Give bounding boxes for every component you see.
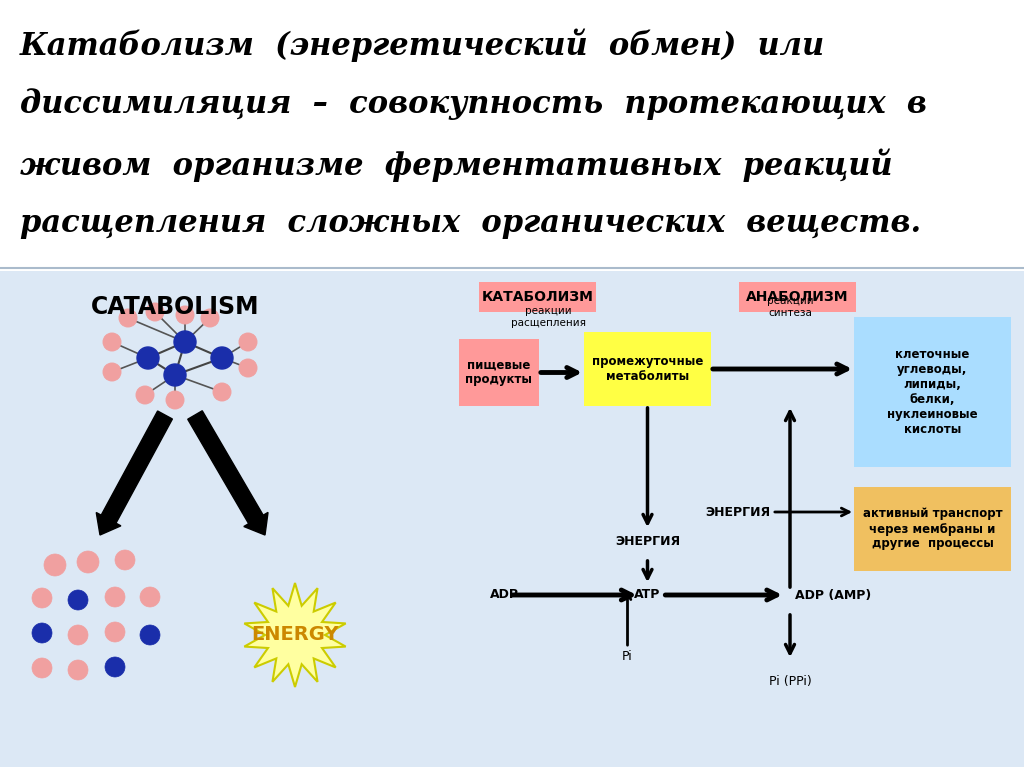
Circle shape — [140, 625, 160, 645]
Circle shape — [32, 588, 52, 608]
Circle shape — [103, 363, 121, 381]
Text: ADP (AMP): ADP (AMP) — [795, 588, 871, 601]
Circle shape — [213, 383, 231, 401]
Text: диссимиляция  –  совокупность  протекающих  в: диссимиляция – совокупность протекающих … — [20, 88, 927, 120]
Circle shape — [164, 364, 186, 386]
FancyBboxPatch shape — [584, 332, 711, 406]
Text: пищевые
продукты: пищевые продукты — [466, 358, 532, 387]
Circle shape — [146, 303, 164, 321]
Text: активный транспорт
через мембраны и
другие  процессы: активный транспорт через мембраны и друг… — [862, 508, 1002, 551]
FancyBboxPatch shape — [854, 487, 1011, 571]
Circle shape — [105, 587, 125, 607]
Text: живом  организме  ферментативных  реакций: живом организме ферментативных реакций — [20, 148, 893, 182]
Text: реакции
расщепления: реакции расщепления — [511, 306, 586, 328]
Text: ENERGY: ENERGY — [251, 626, 339, 644]
Text: Катаболизм  (энергетический  обмен)  или: Катаболизм (энергетический обмен) или — [20, 28, 825, 61]
Text: клеточные
углеводы,
липиды,
белки,
нуклеиновые
кислоты: клеточные углеводы, липиды, белки, нукле… — [887, 348, 978, 436]
Circle shape — [239, 333, 257, 351]
Text: промежуточные
метаболиты: промежуточные метаболиты — [592, 355, 703, 383]
Text: АНАБОЛИЗМ: АНАБОЛИЗМ — [746, 290, 849, 304]
Circle shape — [137, 347, 159, 369]
Circle shape — [136, 386, 154, 404]
Circle shape — [103, 333, 121, 351]
Text: реакции
синтеза: реакции синтеза — [767, 296, 813, 318]
Text: ADP: ADP — [490, 588, 519, 601]
Text: Pi (PPi): Pi (PPi) — [769, 675, 811, 688]
Circle shape — [119, 309, 137, 327]
Bar — [0, 271, 1024, 767]
Text: CATABOLISM: CATABOLISM — [91, 295, 259, 319]
Polygon shape — [187, 411, 268, 535]
Circle shape — [105, 657, 125, 677]
Circle shape — [44, 554, 66, 576]
Circle shape — [201, 309, 219, 327]
Circle shape — [68, 625, 88, 645]
Circle shape — [174, 331, 196, 353]
Circle shape — [68, 660, 88, 680]
Text: ATP: ATP — [634, 588, 660, 601]
Circle shape — [176, 306, 194, 324]
Polygon shape — [96, 411, 172, 535]
Text: Pi: Pi — [623, 650, 633, 663]
FancyBboxPatch shape — [479, 282, 596, 312]
Circle shape — [32, 623, 52, 643]
Text: ЭНЕРГИЯ: ЭНЕРГИЯ — [705, 505, 770, 518]
Circle shape — [77, 551, 99, 573]
Text: ЭНЕРГИЯ: ЭНЕРГИЯ — [615, 535, 680, 548]
Circle shape — [115, 550, 135, 570]
Circle shape — [211, 347, 233, 369]
Circle shape — [166, 391, 184, 409]
Text: КАТАБОЛИЗМ: КАТАБОЛИЗМ — [481, 290, 594, 304]
Text: расщепления  сложных  органических  веществ.: расщепления сложных органических веществ… — [20, 208, 922, 239]
FancyBboxPatch shape — [739, 282, 856, 312]
Circle shape — [68, 590, 88, 610]
Circle shape — [105, 622, 125, 642]
FancyBboxPatch shape — [459, 339, 539, 406]
Circle shape — [239, 359, 257, 377]
Circle shape — [140, 587, 160, 607]
FancyBboxPatch shape — [854, 317, 1011, 467]
Circle shape — [32, 658, 52, 678]
Polygon shape — [245, 583, 346, 687]
